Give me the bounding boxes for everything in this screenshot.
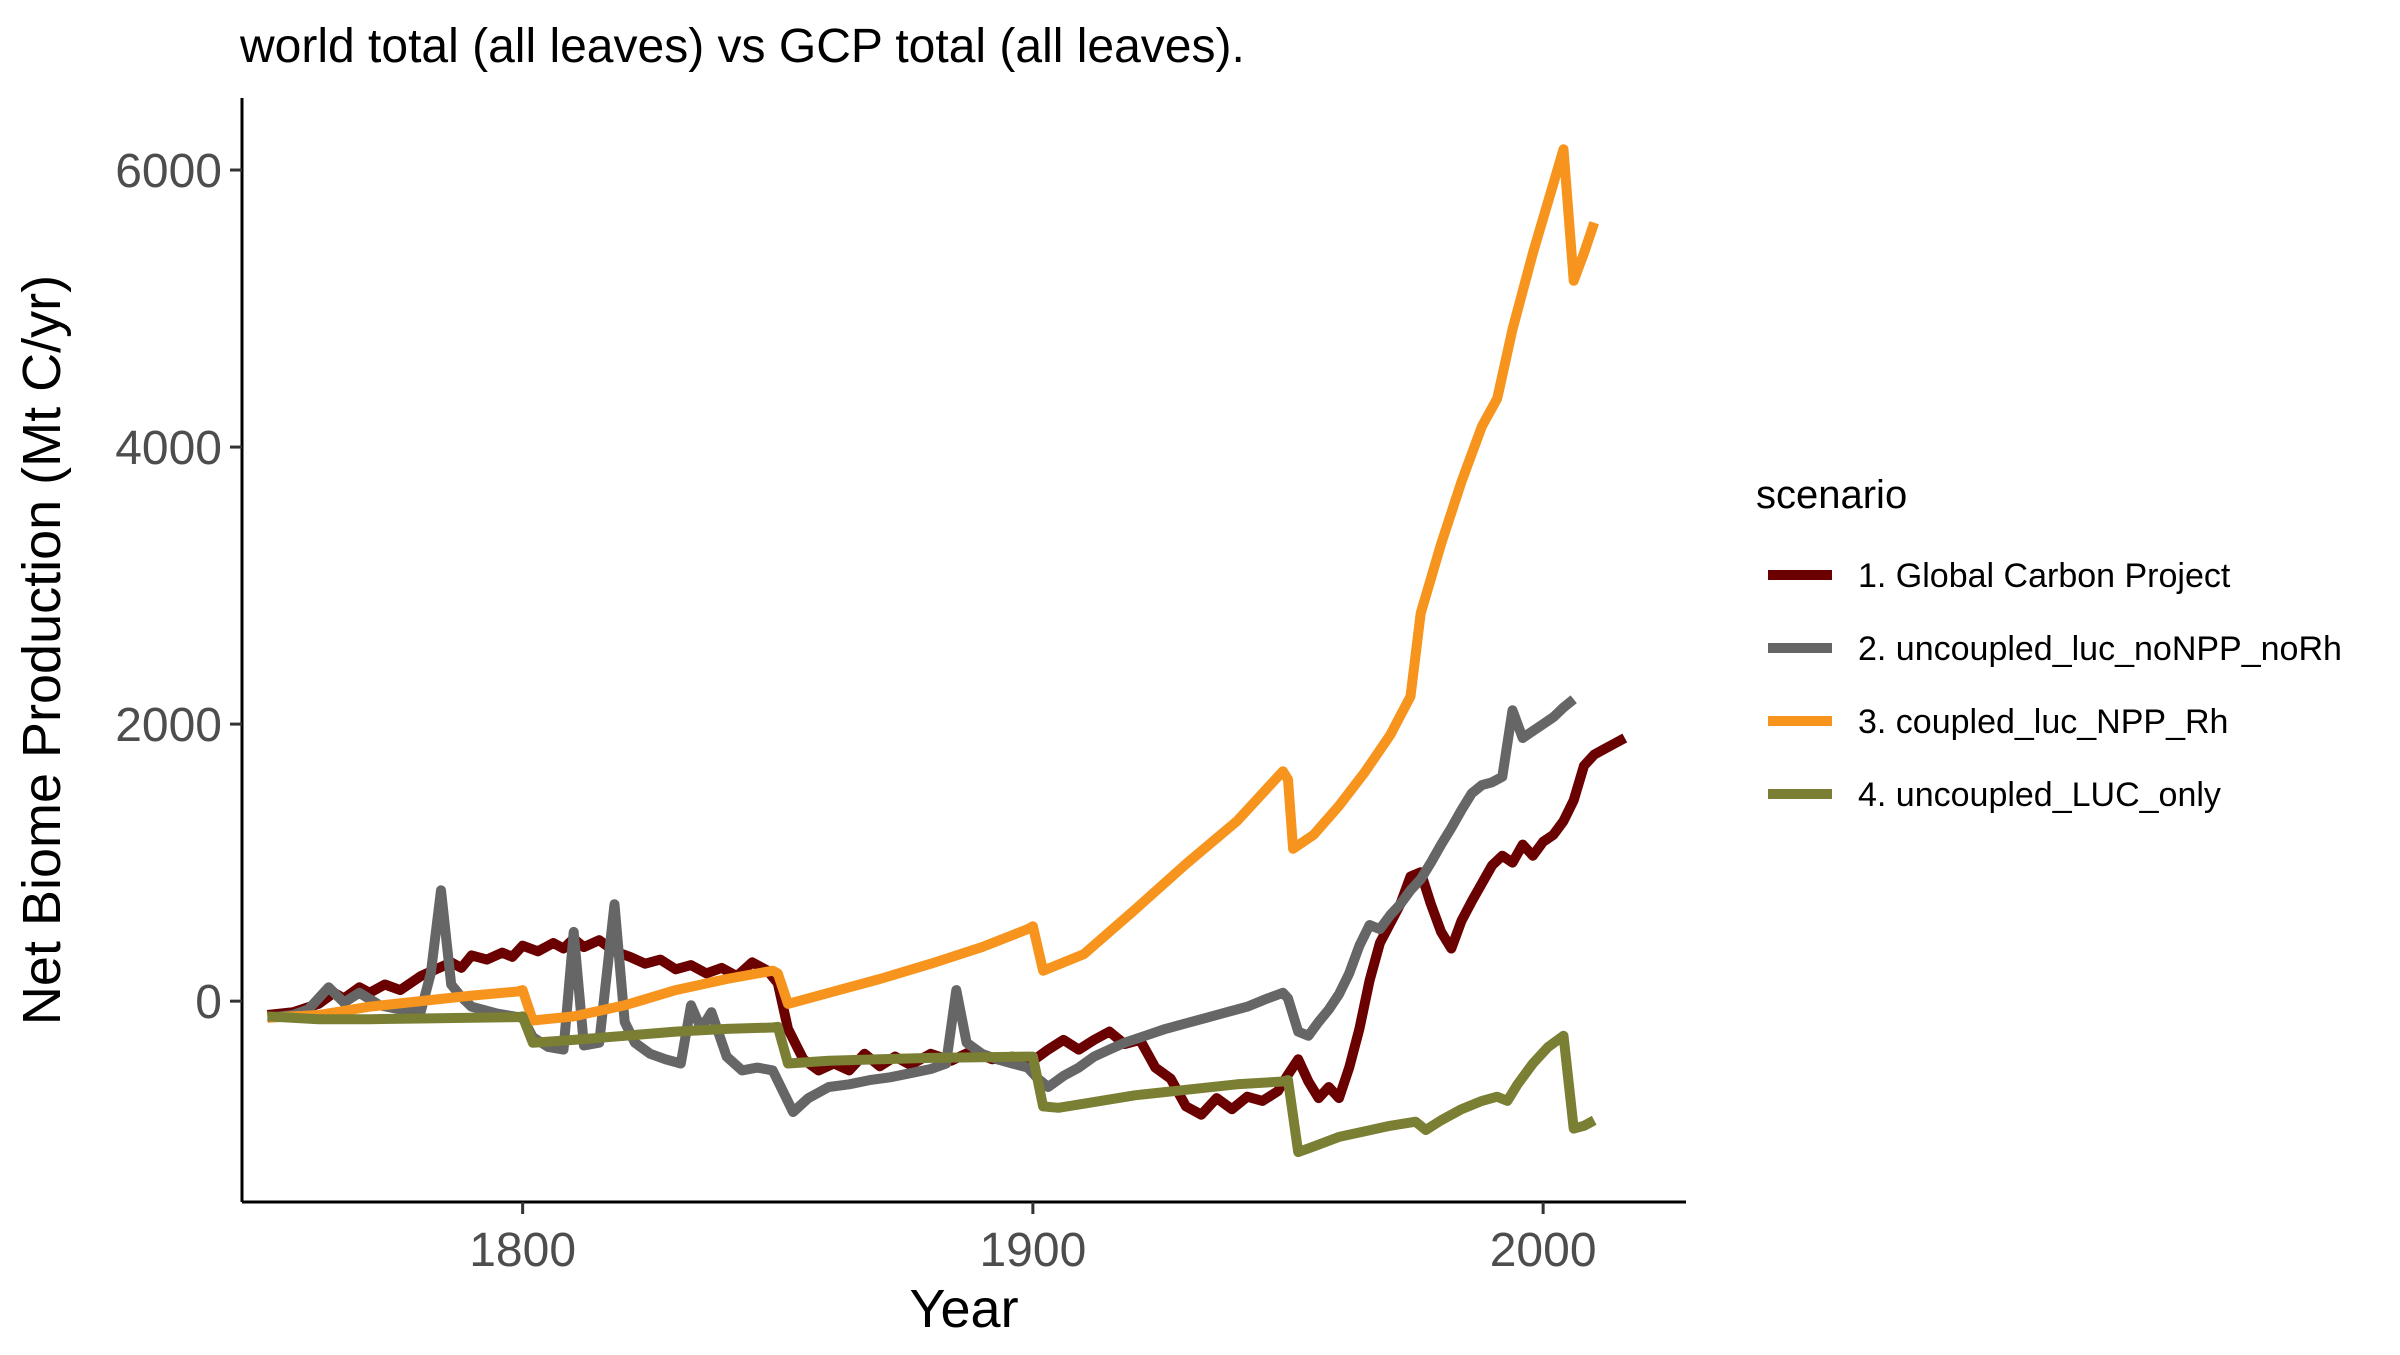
y-axis-label: Net Biome Production (Mt C/yr) xyxy=(12,275,72,1025)
y-ticks: 0 2000 4000 6000 xyxy=(115,145,242,1029)
x-ticks: 1800 1900 2000 xyxy=(469,1202,1597,1277)
y-tick-label: 0 xyxy=(195,976,222,1029)
legend: scenario 1. Global Carbon Project 2. unco… xyxy=(1756,473,2342,814)
legend-label-2: 2. uncoupled_luc_noNPP_noRh xyxy=(1858,630,2342,668)
legend-label-3: 3. coupled_luc_NPP_Rh xyxy=(1858,703,2228,741)
x-tick-label: 1900 xyxy=(979,1224,1086,1277)
series-line-3 xyxy=(267,144,1599,1026)
x-axis-label: Year xyxy=(909,1279,1018,1339)
legend-label-4: 4. uncoupled_LUC_only xyxy=(1858,776,2221,814)
x-tick-label: 2000 xyxy=(1490,1224,1597,1277)
y-tick-label: 4000 xyxy=(115,422,222,475)
series-group xyxy=(266,144,1628,1158)
legend-label-1: 1. Global Carbon Project xyxy=(1858,557,2231,595)
legend-items: 1. Global Carbon Project 2. uncoupled_luc… xyxy=(1768,557,2342,814)
y-tick-label: 6000 xyxy=(115,145,222,198)
y-tick-label: 2000 xyxy=(115,699,222,752)
axes-group xyxy=(240,98,1686,1204)
series-line-4 xyxy=(267,1011,1597,1158)
x-tick-label: 1800 xyxy=(469,1224,576,1277)
legend-title: scenario xyxy=(1756,473,1907,517)
chart-title: world total (all leaves) vs GCP total (a… xyxy=(239,20,1245,73)
